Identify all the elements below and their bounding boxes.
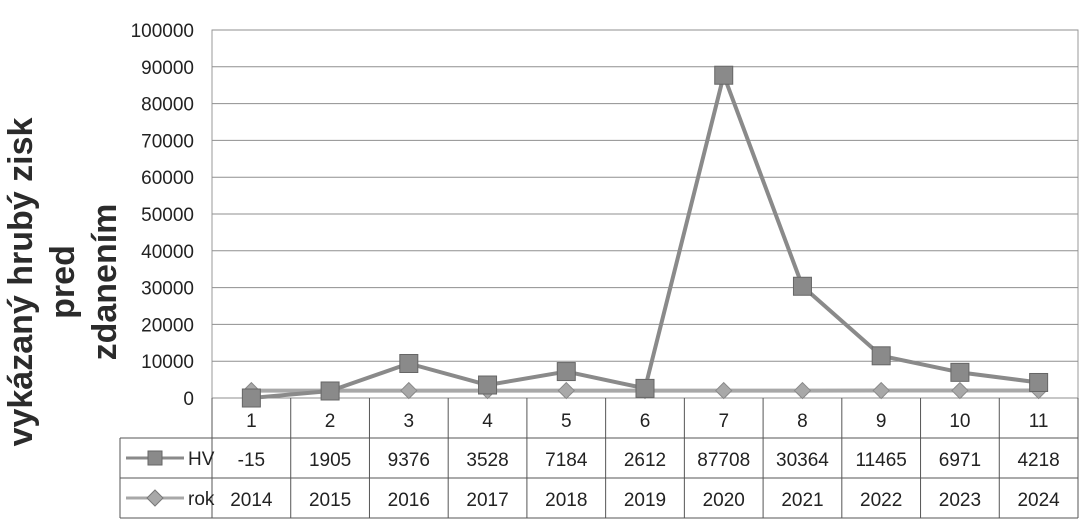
table-cell-HV: 7184 <box>545 450 588 471</box>
y-tick-label: 60000 <box>141 168 194 189</box>
table-cell-HV: 1905 <box>309 450 351 471</box>
y-tick-label: 0 <box>183 389 194 410</box>
data-point-HV <box>714 65 734 85</box>
data-point-HV <box>399 353 419 373</box>
y-tick-label: 30000 <box>141 279 194 300</box>
data-point-HV <box>950 362 970 382</box>
table-cell-rok: 2017 <box>466 490 508 511</box>
table-cell-rok: 2021 <box>781 490 823 511</box>
legend-marker-HV <box>147 450 163 466</box>
table-cell-HV: 11465 <box>855 450 906 471</box>
data-point-HV <box>635 378 655 398</box>
table-cell-rok: 2020 <box>703 490 745 511</box>
y-tick-label: 70000 <box>141 131 194 152</box>
x-category-label: 6 <box>640 411 651 432</box>
table-cell-HV: 87708 <box>697 450 750 471</box>
table-cell-HV: 4218 <box>1017 450 1059 471</box>
data-point-rok <box>872 381 890 400</box>
data-point-HV <box>1029 372 1049 392</box>
x-category-label: 3 <box>404 411 415 432</box>
data-point-HV <box>320 381 340 401</box>
series-line-HV <box>251 73 1039 400</box>
table-cell-rok: 2019 <box>624 490 666 511</box>
y-tick-label: 20000 <box>141 315 194 336</box>
x-category-label: 5 <box>561 411 572 432</box>
table-cell-HV: 6971 <box>939 450 981 471</box>
x-category-label: 7 <box>718 411 729 432</box>
x-category-label: 4 <box>482 411 493 432</box>
x-category-label: 8 <box>797 411 808 432</box>
data-point-rok <box>715 381 733 400</box>
series-label-HV: HV <box>188 449 215 470</box>
data-point-HV <box>556 362 576 382</box>
series-label-rok: rok <box>188 489 215 510</box>
y-tick-label: 100000 <box>131 21 194 42</box>
table-cell-HV: 30364 <box>776 450 829 471</box>
y-tick-label: 90000 <box>141 58 194 79</box>
y-tick-label: 10000 <box>141 352 194 373</box>
y-tick-label: 40000 <box>141 242 194 263</box>
x-category-label: 1 <box>246 411 257 432</box>
table-cell-HV: 9376 <box>388 450 430 471</box>
table-cell-rok: 2016 <box>388 490 430 511</box>
legend-marker-rok <box>146 489 164 507</box>
table-cell-HV: 2612 <box>624 450 666 471</box>
y-tick-label: 80000 <box>141 95 194 116</box>
x-category-label: 2 <box>325 411 336 432</box>
table-cell-rok: 2022 <box>860 490 902 511</box>
table-cell-HV: -15 <box>238 450 265 471</box>
y-tick-label: 50000 <box>141 205 194 226</box>
data-point-HV <box>478 375 498 395</box>
data-point-rok <box>793 381 812 400</box>
table-cell-rok: 2023 <box>939 490 981 511</box>
table-cell-rok: 2018 <box>545 490 587 511</box>
table-cell-rok: 2014 <box>230 490 273 511</box>
data-point-rok <box>400 381 418 400</box>
data-point-rok <box>557 381 575 400</box>
table-cell-rok: 2015 <box>309 490 351 511</box>
data-point-HV <box>792 276 812 296</box>
data-point-rok <box>951 381 969 400</box>
x-category-label: 10 <box>949 411 970 432</box>
x-category-label: 9 <box>876 411 887 432</box>
table-cell-rok: 2024 <box>1017 490 1060 511</box>
x-category-label: 11 <box>1029 411 1049 432</box>
data-point-HV <box>871 346 891 366</box>
data-point-HV <box>241 388 261 408</box>
table-cell-HV: 3528 <box>466 450 508 471</box>
